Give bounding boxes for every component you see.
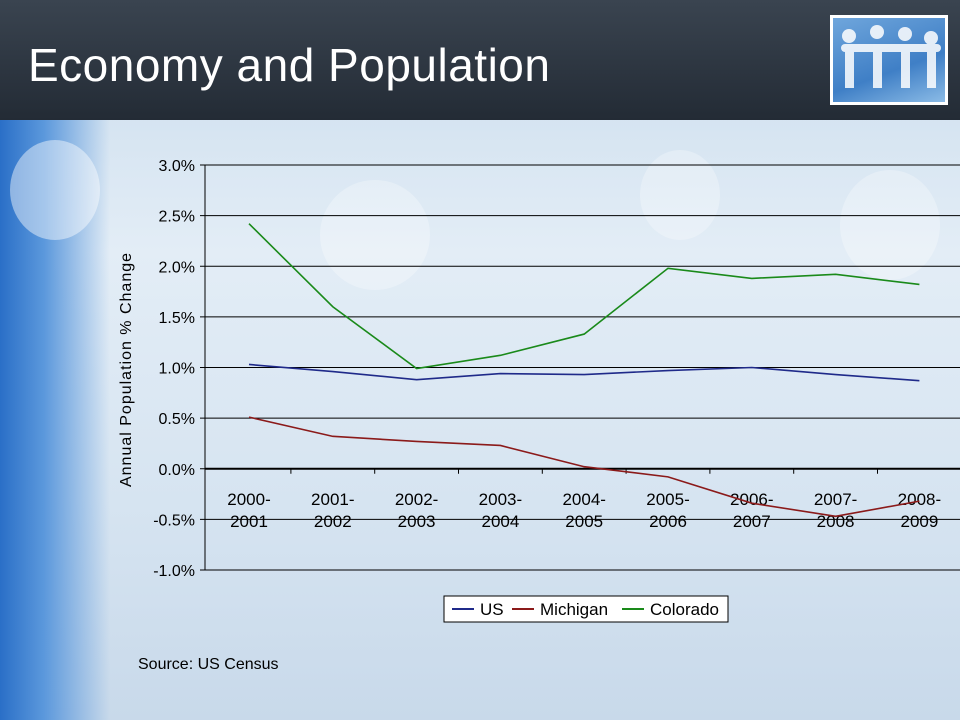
x-tick-label: 2001 bbox=[230, 512, 268, 531]
x-tick-label: 2008- bbox=[898, 490, 941, 509]
y-tick-label: 0.5% bbox=[159, 411, 195, 428]
series-line-colorado bbox=[248, 223, 920, 370]
y-tick-label: -1.0% bbox=[153, 563, 195, 580]
background-figure-left bbox=[0, 120, 110, 720]
series-line-us bbox=[248, 363, 920, 382]
x-tick-label: 2002 bbox=[314, 512, 352, 531]
source-note: Source: US Census bbox=[138, 656, 279, 673]
legend-label-michigan: Michigan bbox=[540, 600, 608, 619]
y-tick-label: 2.0% bbox=[159, 259, 195, 276]
y-tick-label: 3.0% bbox=[159, 158, 195, 175]
x-tick-label: 2005 bbox=[565, 512, 603, 531]
x-tick-label: 2007- bbox=[814, 490, 857, 509]
y-tick-label: 2.5% bbox=[159, 209, 195, 226]
x-tick-label: 2000- bbox=[227, 490, 270, 509]
series-line-michigan bbox=[248, 416, 920, 518]
x-tick-label: 2002- bbox=[395, 490, 438, 509]
y-tick-label: 0.0% bbox=[159, 462, 195, 479]
background-figure-head bbox=[320, 180, 430, 290]
x-tick-label: 2003 bbox=[398, 512, 436, 531]
x-tick-label: 2003- bbox=[479, 490, 522, 509]
x-tick-label: 2009 bbox=[900, 512, 938, 531]
background-figure-head bbox=[10, 140, 100, 240]
x-tick-label: 2006- bbox=[730, 490, 773, 509]
background-figure-head bbox=[840, 170, 940, 280]
legend-label-colorado: Colorado bbox=[650, 600, 719, 619]
legend-box bbox=[443, 595, 729, 623]
x-tick-label: 2006 bbox=[649, 512, 687, 531]
slide-header: Economy and Population bbox=[0, 0, 960, 120]
y-axis-title: Annual Population % Change bbox=[118, 252, 135, 487]
y-tick-label: 1.5% bbox=[159, 310, 195, 327]
legend-label-us: US bbox=[480, 600, 504, 619]
slide-title: Economy and Population bbox=[28, 39, 551, 91]
y-tick-label: -0.5% bbox=[153, 512, 195, 529]
x-tick-label: 2005- bbox=[646, 490, 689, 509]
people-chain-logo bbox=[830, 15, 948, 105]
x-tick-label: 2008 bbox=[817, 512, 855, 531]
x-tick-label: 2001- bbox=[311, 490, 354, 509]
y-tick-label: 1.0% bbox=[159, 361, 195, 378]
x-tick-label: 2007 bbox=[733, 512, 771, 531]
x-tick-label: 2004- bbox=[562, 490, 605, 509]
x-tick-label: 2004 bbox=[481, 512, 519, 531]
